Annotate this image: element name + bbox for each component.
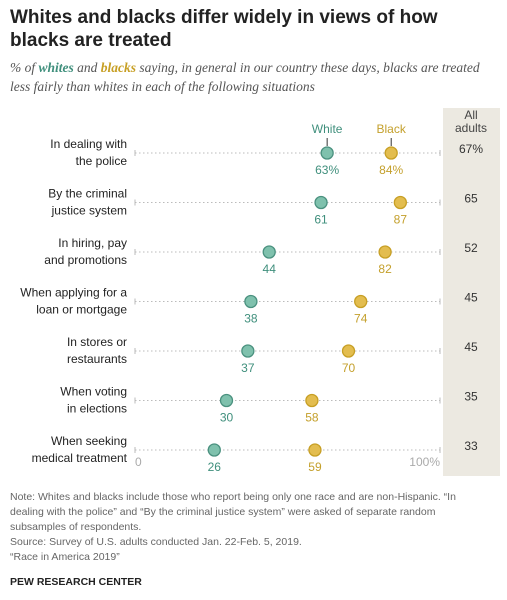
dot	[219, 393, 234, 408]
value-label: 37	[241, 361, 255, 375]
column-header: adults	[455, 121, 487, 135]
value-label: 30	[220, 411, 234, 425]
dot	[305, 393, 319, 408]
value-label: 82	[378, 262, 392, 276]
dot	[341, 344, 356, 358]
legend-label: White	[312, 122, 343, 136]
value-label: 84%	[379, 163, 403, 177]
dot	[314, 195, 328, 210]
subtitle-text: and	[73, 60, 101, 75]
all-adults-value: 52	[464, 241, 478, 255]
value-label: 87	[394, 213, 408, 227]
subtitle-blacks: blacks	[100, 60, 137, 75]
dot	[378, 245, 392, 259]
dot	[320, 146, 334, 160]
category-label: In dealing with	[50, 137, 127, 151]
all-adults-value: 67%	[459, 142, 483, 156]
category-label: loan or mortgage	[36, 303, 127, 317]
category-label: When voting	[60, 385, 127, 399]
category-label: the police	[76, 154, 128, 168]
dot	[207, 443, 221, 457]
value-label: 70	[342, 361, 356, 375]
value-label: 63%	[315, 163, 339, 177]
subtitle-text: saying, in general in our country these …	[10, 60, 480, 94]
dot	[354, 294, 368, 309]
category-label: medical treatment	[32, 451, 128, 465]
note: Note: Whites and blacks include those wh…	[10, 491, 456, 533]
notes: Note: Whites and blacks include those wh…	[10, 490, 490, 565]
dot	[393, 195, 408, 210]
category-label: When applying for a	[20, 286, 127, 300]
all-adults-value: 33	[464, 439, 478, 453]
category-label: When seeking	[51, 434, 127, 448]
all-adults-value: 45	[464, 340, 478, 354]
dot	[308, 443, 322, 457]
category-label: in elections	[67, 402, 127, 416]
chart-title: Whites and blacks differ widely in views…	[10, 7, 438, 51]
dot	[244, 294, 258, 309]
dot	[384, 146, 398, 160]
category-label: and promotions	[44, 253, 127, 267]
value-label: 61	[314, 213, 328, 227]
note: Source: Survey of U.S. adults conducted …	[10, 536, 302, 548]
all-adults-value: 35	[464, 390, 478, 404]
category-label: In stores or	[67, 335, 127, 349]
category-label: justice system	[51, 204, 127, 218]
value-label: 59	[308, 460, 322, 474]
source: PEW RESEARCH CENTER	[10, 576, 142, 588]
legend-label: Black	[377, 122, 407, 136]
value-label: 44	[263, 262, 277, 276]
note: “Race in America 2019”	[10, 551, 120, 563]
value-label: 26	[208, 460, 222, 474]
dot	[262, 245, 276, 259]
value-label: 58	[305, 411, 319, 425]
category-label: By the criminal	[48, 187, 127, 201]
subtitle-text: % of	[10, 60, 39, 75]
x-tick-label: 100%	[409, 455, 440, 469]
category-label: restaurants	[67, 352, 127, 366]
subtitle-whites: whites	[38, 60, 74, 75]
all-adults-column	[443, 108, 500, 476]
all-adults-value: 65	[464, 192, 478, 206]
value-label: 38	[244, 312, 258, 326]
category-label: In hiring, pay	[58, 236, 127, 250]
all-adults-value: 45	[464, 291, 478, 305]
value-label: 74	[354, 312, 368, 326]
x-tick-label: 0	[135, 455, 142, 469]
dot	[241, 344, 255, 358]
subtitle: % of whites and blacks saying, in genera…	[10, 58, 480, 96]
column-header: All	[464, 108, 477, 122]
